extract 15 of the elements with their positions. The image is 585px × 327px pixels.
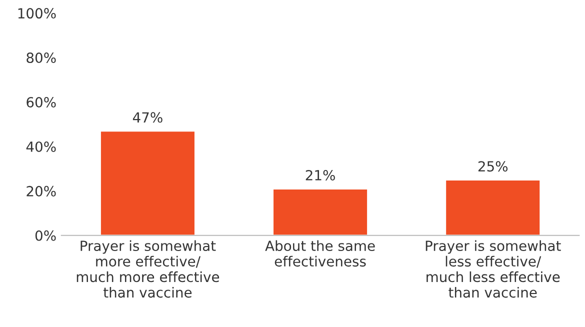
data-label: 25% <box>478 161 508 172</box>
y-tick-label: 20% <box>26 186 56 196</box>
y-tick-label: 60% <box>26 96 56 108</box>
bar <box>100 130 196 236</box>
y-tick-label: 100% <box>18 8 56 19</box>
x-tick-label: Prayer is somewhat less effective/ much less effective than vaccine <box>426 240 561 298</box>
y-tick-label: 80% <box>26 52 56 64</box>
bar <box>272 188 368 236</box>
y-tick-label: 40% <box>26 141 56 152</box>
y-tick-label: 0% <box>35 230 56 241</box>
x-tick-label: Prayer is somewhat more effective/ much more effective than vaccine <box>76 240 220 298</box>
bar <box>444 179 542 236</box>
x-tick-label: About the same effectiveness <box>265 240 375 267</box>
data-label: 21% <box>306 170 335 180</box>
data-label: 47% <box>132 112 162 123</box>
